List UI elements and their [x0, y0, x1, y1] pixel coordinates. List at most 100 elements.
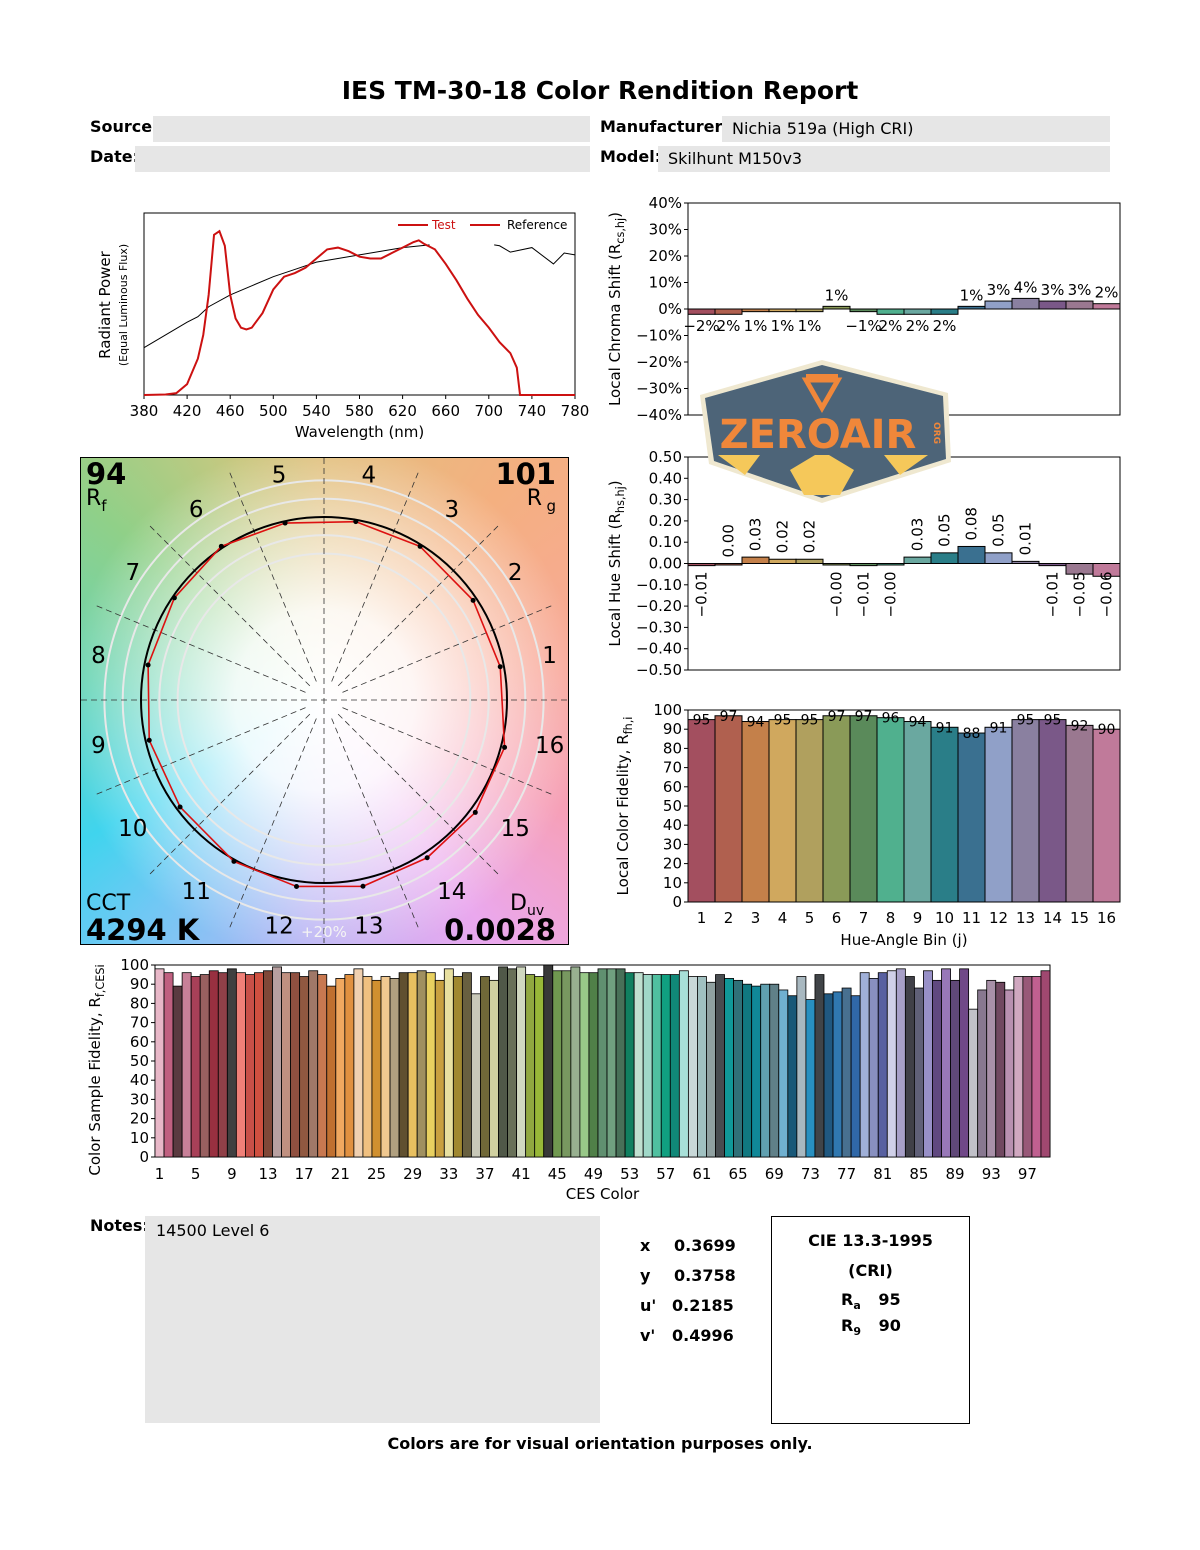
x-key: x — [640, 1236, 651, 1255]
ces-bar — [913, 987, 924, 1158]
bin-boundary-line — [92, 707, 306, 797]
bar-value-label: 3% — [1041, 281, 1065, 299]
bar-value-label: −0.01 — [693, 572, 711, 618]
ces-bar — [245, 974, 255, 1158]
ces-bar — [642, 974, 653, 1158]
x-tick-label: 85 — [909, 1165, 928, 1183]
y-tick-label: 20 — [663, 855, 682, 873]
ces-bar — [615, 968, 626, 1158]
ces-bar — [886, 970, 897, 1158]
x-tick-label: 10 — [935, 909, 954, 927]
x-tick-label: 4 — [778, 909, 788, 927]
fidelity-ring — [158, 534, 490, 866]
x-tick-label: 540 — [302, 402, 331, 420]
ces-bar — [480, 976, 490, 1158]
local-fidelity-bar — [984, 726, 1013, 903]
rf-sub: f — [101, 497, 107, 515]
x-axis-label: Wavelength (nm) — [295, 423, 425, 441]
ces-y-axis-label-main: Color Sample Fidelity, R — [86, 997, 104, 1175]
x-tick-label: 17 — [295, 1165, 314, 1183]
chroma-shift-bar — [768, 308, 797, 313]
ces-bar — [290, 972, 301, 1158]
ces-bar — [1031, 976, 1042, 1158]
duv-value: 0.0028 — [444, 913, 556, 947]
y-tick-label: 30 — [663, 835, 682, 853]
ces-bar — [868, 978, 879, 1158]
x-axis-label: CES Color — [566, 1185, 640, 1203]
x-tick-label: 25 — [367, 1165, 386, 1183]
y-tick-label: 70 — [130, 1014, 149, 1032]
x-tick-label: 45 — [548, 1165, 567, 1183]
ces-bar — [326, 985, 337, 1158]
y-tick-label: 20% — [649, 247, 682, 265]
hue-shift-y-axis-label-main: Local Hue Shift (R — [606, 513, 624, 647]
hue-shift-bar — [957, 545, 986, 565]
v-prime-key: v' — [640, 1326, 656, 1345]
ces-bar — [724, 978, 734, 1158]
hue-bin-label: 7 — [125, 560, 140, 586]
bar-value-label: 2% — [879, 317, 903, 335]
y-tick-label: 0.10 — [649, 533, 682, 551]
ces-bar — [308, 970, 319, 1158]
ces-bar — [525, 974, 536, 1158]
bar-value-label: 1% — [744, 317, 768, 335]
ces-bar — [561, 970, 572, 1158]
legend-reference-label: Reference — [507, 218, 567, 232]
local-fidelity-bar — [903, 721, 932, 903]
ces-bar — [281, 972, 292, 1158]
hue-shift-bar — [903, 556, 932, 564]
vector-arrow-marker — [353, 519, 359, 525]
x-tick-label: 89 — [946, 1165, 965, 1183]
hue-bin-label: 2 — [508, 560, 523, 586]
chroma-shift-bar — [1092, 303, 1121, 310]
hue-bin-label: 1 — [542, 643, 557, 669]
ces-bar — [977, 989, 988, 1158]
ces-bar — [805, 999, 816, 1158]
ces-bar — [787, 995, 798, 1158]
chroma-shift-y-axis-label-end: ) — [606, 212, 624, 218]
x-tick-label: 41 — [512, 1165, 531, 1183]
hue-bin-label: 14 — [437, 879, 466, 905]
bar-value-label: 97 — [828, 709, 846, 725]
model-label: Model: — [600, 147, 662, 166]
ces-bar — [687, 976, 698, 1158]
ces-bar — [606, 968, 617, 1158]
ces-bar — [507, 968, 518, 1158]
bar-value-label: 94 — [747, 715, 765, 731]
hue-bin-label: 13 — [354, 914, 383, 940]
cie-title: CIE 13.3-1995 — [808, 1231, 933, 1250]
chroma-shift-bar — [957, 305, 986, 310]
bin-boundary-line — [342, 707, 556, 797]
test-spectrum-line — [143, 229, 575, 396]
ces-bar — [904, 976, 915, 1158]
y-tick-label: 70 — [663, 759, 682, 777]
y-tick-label: 0 — [672, 893, 682, 911]
rg-sub: g — [546, 497, 556, 515]
ces-bar — [968, 1008, 979, 1158]
logo-badge — [705, 365, 946, 498]
ces-bar — [751, 985, 762, 1158]
hue-shift-y-axis-label-end: ) — [606, 480, 624, 486]
ces-bar — [950, 979, 960, 1158]
ces-bar — [398, 972, 409, 1158]
ces-bar — [923, 970, 933, 1158]
local-fidelity-bar — [1011, 719, 1040, 903]
y-tick-label: 60 — [663, 778, 682, 796]
ces-bar — [263, 970, 273, 1158]
y-tick-label: 0.20 — [649, 512, 682, 530]
ces-bar — [1013, 976, 1024, 1158]
ces-bar — [697, 976, 707, 1158]
x-tick-label: 61 — [692, 1165, 711, 1183]
chroma-shift-bar — [1011, 297, 1040, 310]
bar-value-label: 0.03 — [909, 518, 927, 551]
bin-boundary-line — [92, 603, 306, 693]
hue-bin-label: 3 — [444, 497, 459, 523]
x-tick-label: 500 — [259, 402, 288, 420]
x-tick-label: 73 — [801, 1165, 820, 1183]
hue-shift-bar — [876, 563, 905, 566]
x-tick-label: 380 — [130, 402, 159, 420]
bar-value-label: 1% — [771, 317, 795, 335]
spectrum-plot-area — [143, 212, 576, 396]
x-tick-label: 12 — [989, 909, 1008, 927]
